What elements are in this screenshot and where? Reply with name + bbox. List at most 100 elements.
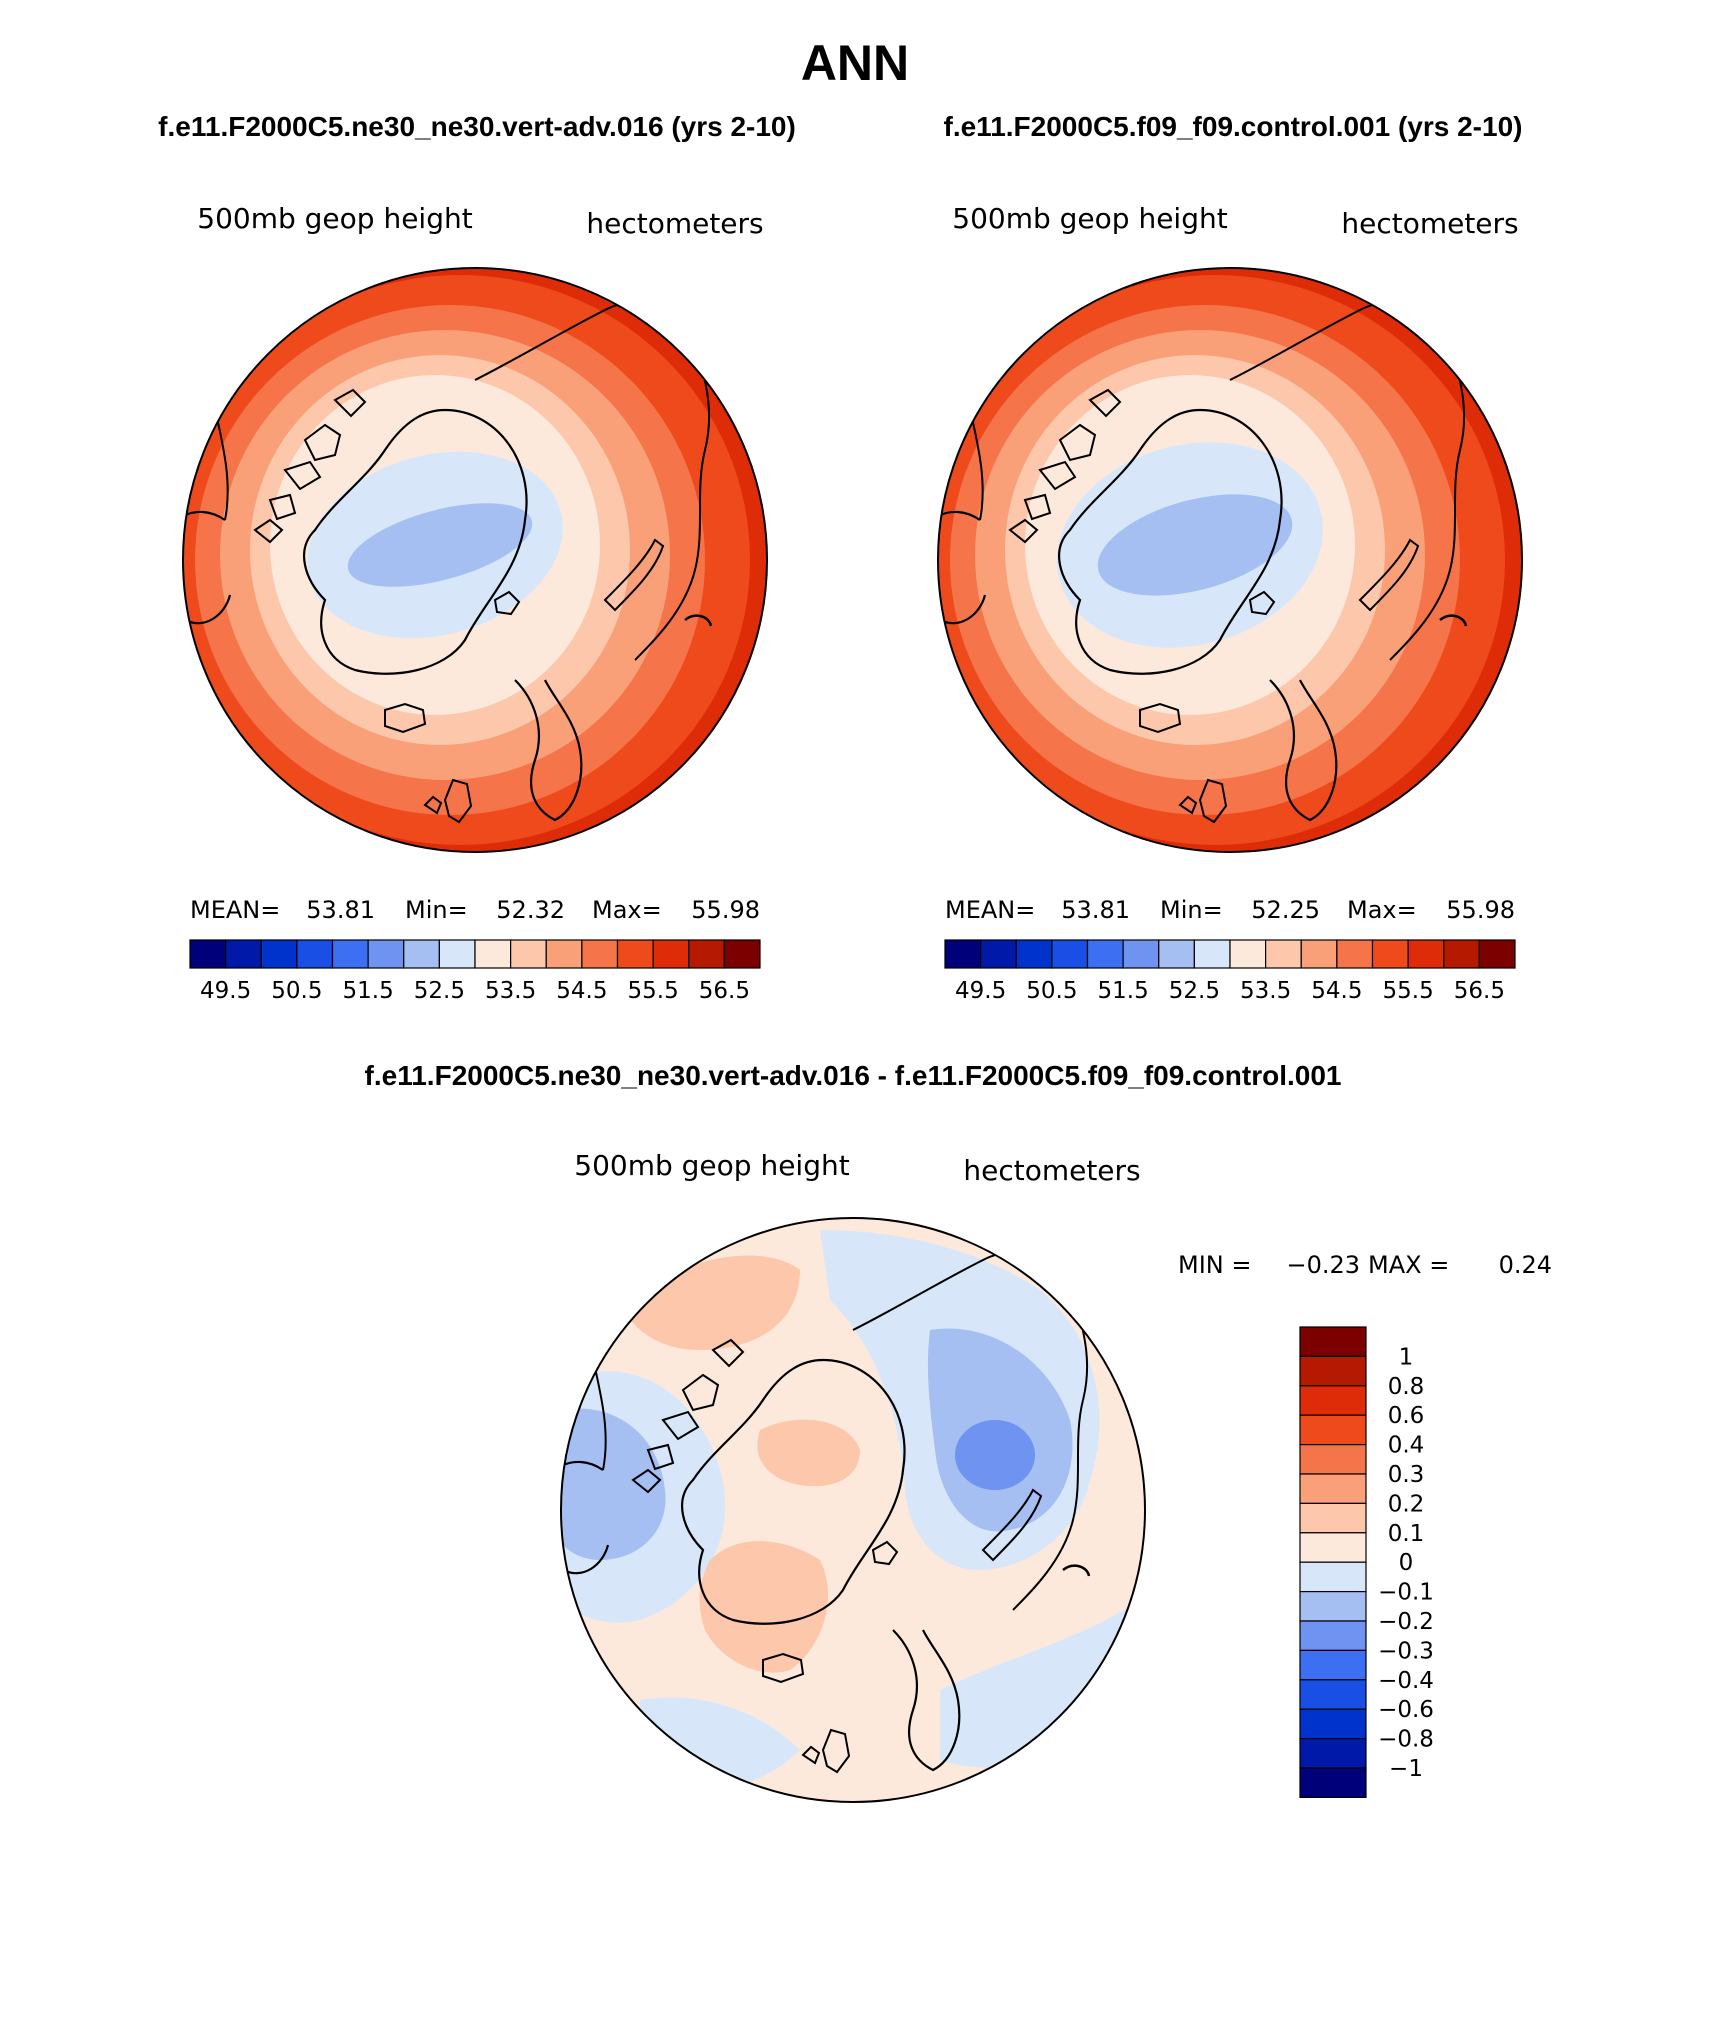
panel-diff-map <box>561 1218 1145 1802</box>
colorbar-swatch <box>1086 939 1124 969</box>
colorbar-swatch <box>1299 1355 1367 1387</box>
band-neg-west-2 <box>561 1408 666 1560</box>
panel-right-map-border <box>937 267 1523 853</box>
colorbar-swatch <box>1193 939 1231 969</box>
colorbar-swatch <box>1299 1737 1367 1769</box>
colorbar-swatch <box>1158 939 1195 969</box>
panel-diff-min-label: MIN = <box>1178 1251 1251 1279</box>
colorbar-swatch <box>1299 1708 1367 1740</box>
colorbar-swatch <box>980 939 1017 969</box>
colorbar-tick-label: 0.6 <box>1388 1403 1425 1429</box>
panel-left-variable: 500mb geop height <box>197 202 472 235</box>
colorbar-tick-label: −1 <box>1389 1756 1423 1782</box>
colorbar-swatch <box>1299 1532 1367 1563</box>
colorbar-swatch <box>1299 1385 1367 1416</box>
colorbar-swatch <box>260 939 298 969</box>
colorbar-swatch <box>1265 939 1302 969</box>
colorbar-swatch <box>723 939 761 969</box>
colorbar-tick-label: 55.5 <box>1383 978 1434 1004</box>
colorbar-tick-label: 0 <box>1399 1550 1414 1576</box>
colorbar-swatch <box>1299 1326 1367 1357</box>
colorbar-swatch <box>1299 1561 1367 1593</box>
colorbar-swatch <box>1299 1620 1367 1651</box>
colorbar-tick-label: −0.6 <box>1378 1697 1434 1723</box>
colorbar-swatch <box>296 939 334 969</box>
panel-diff: 500mb geop height hectometers MIN = −0.2… <box>560 1149 1552 1803</box>
colorbar-swatch <box>1336 939 1374 969</box>
colorbar-swatch <box>616 939 654 969</box>
panel-left-colorbar: 49.5 50.5 51.5 52.5 53.5 54.5 55.5 56.5 <box>189 939 761 1004</box>
panel-right-colorbar: 49.5 50.5 51.5 52.5 53.5 54.5 55.5 56.5 <box>944 939 1516 1004</box>
right-panel-title: f.e11.F2000C5.f09_f09.control.001 (yrs 2… <box>944 111 1523 142</box>
colorbar-tick-label: 0.8 <box>1388 1374 1425 1400</box>
left-panel-title: f.e11.F2000C5.ne30_ne30.vert-adv.016 (yr… <box>158 111 796 142</box>
colorbar-tick-label: 53.5 <box>1240 978 1291 1004</box>
colorbar-swatch <box>1299 1590 1367 1622</box>
panel-right-units: hectometers <box>1341 207 1518 240</box>
colorbar-swatch <box>1299 1679 1367 1710</box>
colorbar-tick-label: 0.3 <box>1388 1462 1425 1488</box>
panel-right-min: 52.25 <box>1251 896 1320 924</box>
colorbar-tick-label: −0.3 <box>1378 1638 1434 1664</box>
panel-right-max: 55.98 <box>1446 896 1515 924</box>
band-52-5 <box>347 503 533 587</box>
panel-right-min-label: Min= <box>1160 896 1223 924</box>
colorbar-swatch <box>1122 939 1160 969</box>
colorbar-swatch <box>1299 1649 1367 1681</box>
colorbar-swatch <box>581 939 619 969</box>
colorbar-swatch <box>1015 939 1053 969</box>
panel-left-min-label: Min= <box>405 896 468 924</box>
panel-left-map-border <box>182 267 768 853</box>
panel-left-max-label: Max= <box>592 896 662 924</box>
colorbar-swatch <box>403 939 440 969</box>
colorbar-swatch <box>545 939 583 969</box>
panel-left-mean-label: MEAN= <box>190 896 280 924</box>
panel-left-min: 52.32 <box>496 896 565 924</box>
band-neg-north-3 <box>955 1420 1035 1490</box>
colorbar-swatch <box>1229 939 1267 969</box>
colorbar-swatch <box>438 939 476 969</box>
colorbar-swatch <box>225 939 262 969</box>
colorbar-tick-label: 1 <box>1399 1344 1414 1370</box>
colorbar-tick-label: 50.5 <box>271 978 322 1004</box>
band-pos-center <box>699 1541 829 1673</box>
colorbar-swatch <box>1300 939 1338 969</box>
panel-left-max: 55.98 <box>691 896 760 924</box>
panel-right-variable: 500mb geop height <box>952 202 1227 235</box>
colorbar-swatch <box>189 939 227 969</box>
panel-right-mean-label: MEAN= <box>945 896 1035 924</box>
panel-right-max-label: Max= <box>1347 896 1417 924</box>
colorbar-swatch <box>1299 1414 1367 1446</box>
colorbar-tick-label: 49.5 <box>200 978 251 1004</box>
panel-left-map <box>183 268 767 852</box>
colorbar-tick-label: 49.5 <box>955 978 1006 1004</box>
colorbar-swatch <box>331 939 369 969</box>
colorbar-tick-label: 0.1 <box>1388 1521 1425 1547</box>
colorbar-swatch <box>1478 939 1516 969</box>
colorbar-tick-label: 0.2 <box>1388 1491 1425 1517</box>
colorbar-tick-label: 56.5 <box>1454 978 1505 1004</box>
colorbar-swatch <box>367 939 405 969</box>
diff-panel-title: f.e11.F2000C5.ne30_ne30.vert-adv.016 - f… <box>365 1060 1342 1091</box>
colorbar-tick-label: −0.8 <box>1378 1727 1434 1753</box>
panel-right-mean: 53.81 <box>1061 896 1130 924</box>
colorbar-swatch <box>1371 939 1409 969</box>
colorbar-swatch <box>1443 939 1480 969</box>
colorbar-tick-label: 0.4 <box>1388 1433 1425 1459</box>
panel-left-units: hectometers <box>586 207 763 240</box>
panel-diff-map-border <box>560 1217 1146 1803</box>
colorbar-tick-label: 54.5 <box>1311 978 1362 1004</box>
panel-diff-max: 0.24 <box>1499 1251 1552 1279</box>
panel-diff-min: −0.23 <box>1286 1251 1360 1279</box>
colorbar-tick-label: 52.5 <box>1169 978 1220 1004</box>
panel-diff-max-label: MAX = <box>1368 1251 1449 1279</box>
band-52-5 <box>1097 494 1293 596</box>
colorbar-tick-label: −0.4 <box>1378 1668 1434 1694</box>
colorbar-tick-label: 50.5 <box>1026 978 1077 1004</box>
colorbar-swatch <box>1299 1767 1367 1798</box>
colorbar-swatch <box>1407 939 1445 969</box>
colorbar-swatch <box>1051 939 1089 969</box>
panel-right: 500mb geop height hectometers MEAN= 53.8… <box>937 202 1523 1004</box>
colorbar-tick-label: 54.5 <box>556 978 607 1004</box>
